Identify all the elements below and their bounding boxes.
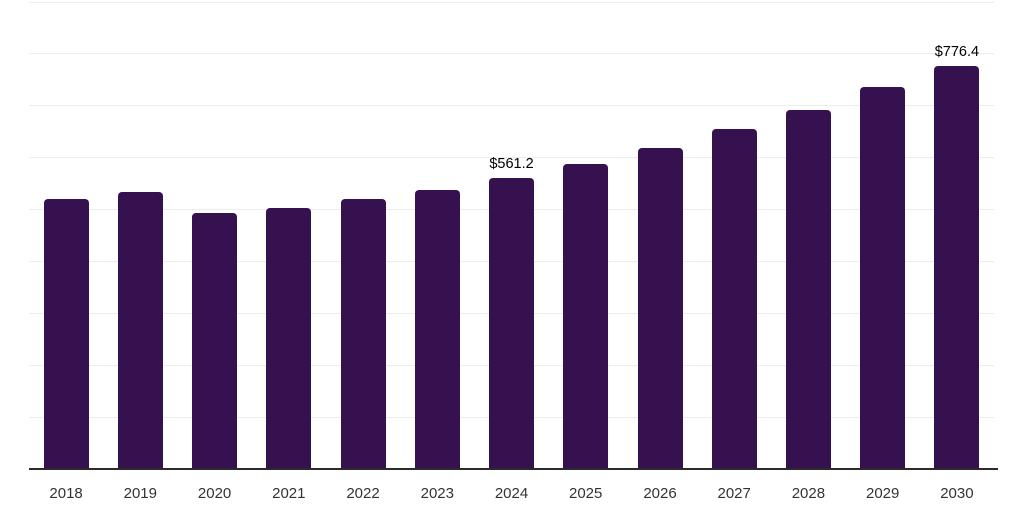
bar-2024 xyxy=(489,177,534,469)
plot-area: $561.2 $776.4 xyxy=(29,0,998,470)
bar-2018 xyxy=(43,198,89,469)
x-tick-label-2018: 2018 xyxy=(49,485,83,502)
x-tick-label-2027: 2027 xyxy=(717,485,751,502)
data-label-2030: $776.4 xyxy=(934,43,980,60)
bar-2023 xyxy=(414,190,460,469)
gridline xyxy=(29,1,994,3)
bar-2026 xyxy=(637,147,683,469)
bar-2022 xyxy=(340,199,386,469)
bar-2028 xyxy=(785,110,831,469)
bar-2020 xyxy=(192,213,238,469)
x-tick-label-2028: 2028 xyxy=(791,485,826,502)
bar-2029 xyxy=(860,86,906,469)
bar-2030 xyxy=(934,65,980,469)
x-tick-label-2025: 2025 xyxy=(569,485,603,502)
x-tick-label-2022: 2022 xyxy=(346,485,380,502)
bar-2027 xyxy=(711,129,757,469)
bar-2021 xyxy=(266,208,312,469)
x-tick-label-2030: 2030 xyxy=(940,485,974,502)
x-tick-label-2019: 2019 xyxy=(123,485,157,502)
x-tick-label-2024: 2024 xyxy=(494,485,529,502)
x-tick-label-2021: 2021 xyxy=(272,485,306,502)
x-axis-line xyxy=(29,468,998,470)
bar-2019 xyxy=(117,192,163,469)
data-label-2024: $561.2 xyxy=(489,155,534,172)
gridline xyxy=(29,53,994,55)
x-tick-label-2029: 2029 xyxy=(866,485,900,502)
x-tick-label-2020: 2020 xyxy=(197,485,232,502)
x-tick-label-2026: 2026 xyxy=(643,485,677,502)
gridline xyxy=(29,157,994,159)
bar-2025 xyxy=(563,163,609,469)
x-tick-label-2023: 2023 xyxy=(420,485,454,502)
gridline xyxy=(29,105,994,107)
